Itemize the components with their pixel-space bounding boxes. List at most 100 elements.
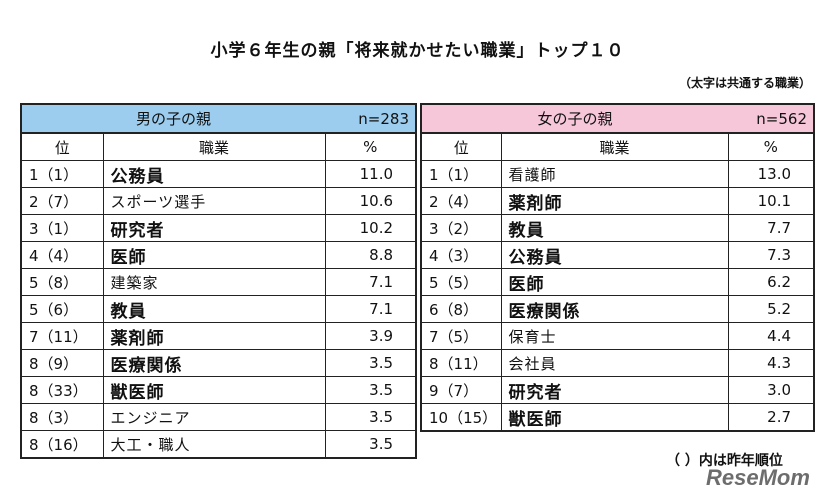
percent-cell: 5.2 xyxy=(727,295,815,323)
girls-table-header: 女の子の親 n=562 xyxy=(419,103,816,134)
percent-cell: 4.3 xyxy=(727,349,815,377)
rank-cell: 8（3） xyxy=(20,403,104,431)
table-row: 2（4） 薬剤師 10.1 xyxy=(420,187,815,215)
table-row: 7（11） 薬剤師 3.9 xyxy=(20,322,417,350)
rank-column-header: 位 xyxy=(20,132,104,161)
boys-table-body: 1（1） 公務員 11.0 2（7） スポーツ選手 10.6 3（1） 研究者 10.2 4（4）… xyxy=(20,160,417,459)
girls-column-headers: 位 職業 % xyxy=(420,132,815,161)
table-row: 5（5） 医師 6.2 xyxy=(420,268,815,296)
percent-cell: 13.0 xyxy=(727,160,815,188)
percent-cell: 3.9 xyxy=(324,322,417,350)
percent-cell: 3.0 xyxy=(727,376,815,404)
rank-column-header: 位 xyxy=(420,132,502,161)
rank-cell: 10（15） xyxy=(420,403,502,432)
rank-cell: 1（1） xyxy=(20,160,104,188)
boys-heading: 男の子の親 xyxy=(19,103,326,134)
table-row: 8（33） 獣医師 3.5 xyxy=(20,376,417,404)
percent-cell: 3.5 xyxy=(324,403,417,431)
percent-cell: 2.7 xyxy=(727,403,815,432)
rank-cell: 8（11） xyxy=(420,349,502,377)
job-cell: 教員 xyxy=(500,214,729,242)
rank-cell: 2（4） xyxy=(420,187,502,215)
table-row: 4（3） 公務員 7.3 xyxy=(420,241,815,269)
table-row: 4（4） 医師 8.8 xyxy=(20,241,417,269)
rank-cell: 5（8） xyxy=(20,268,104,296)
job-cell: 医療関係 xyxy=(500,295,729,323)
percent-cell: 11.0 xyxy=(324,160,417,188)
job-cell: 教員 xyxy=(102,295,326,323)
table-row: 1（1） 公務員 11.0 xyxy=(20,160,417,188)
job-cell: 会社員 xyxy=(500,349,729,377)
girls-sample-size: n=562 xyxy=(728,103,816,134)
job-cell: 獣医師 xyxy=(102,376,326,404)
percent-column-header: % xyxy=(727,132,815,161)
table-row: 2（7） スポーツ選手 10.6 xyxy=(20,187,417,215)
girls-heading: 女の子の親 xyxy=(419,103,729,134)
page-title: 小学６年生の親「将来就かせたい職業」トップ１０ xyxy=(210,41,625,61)
rank-cell: 2（7） xyxy=(20,187,104,215)
girls-ranking-table: 女の子の親 n=562 位 職業 % 1（1） 看護師 13.0 2（4） 薬剤師 10.… xyxy=(419,103,816,432)
percent-cell: 7.1 xyxy=(324,295,417,323)
rank-cell: 5（5） xyxy=(420,268,502,296)
table-row: 8（11） 会社員 4.3 xyxy=(420,349,815,377)
job-cell: 保育士 xyxy=(500,322,729,350)
rank-cell: 4（3） xyxy=(420,241,502,269)
rank-cell: 5（6） xyxy=(20,295,104,323)
rank-cell: 6（8） xyxy=(420,295,502,323)
percent-cell: 3.5 xyxy=(324,349,417,377)
rank-cell: 7（11） xyxy=(20,322,104,350)
job-cell: スポーツ選手 xyxy=(102,187,326,215)
table-row: 7（5） 保育士 4.4 xyxy=(420,322,815,350)
job-cell: 医師 xyxy=(102,241,326,269)
rank-cell: 4（4） xyxy=(20,241,104,269)
job-cell: 大工・職人 xyxy=(102,430,326,459)
job-column-header: 職業 xyxy=(102,132,326,161)
job-cell: 医師 xyxy=(500,268,729,296)
job-cell: 公務員 xyxy=(500,241,729,269)
percent-cell: 10.6 xyxy=(324,187,417,215)
table-row: 3（1） 研究者 10.2 xyxy=(20,214,417,242)
girls-table-body: 1（1） 看護師 13.0 2（4） 薬剤師 10.1 3（2） 教員 7.7 4（3） 公務員 7.… xyxy=(420,160,815,432)
rank-cell: 9（7） xyxy=(420,376,502,404)
percent-cell: 7.7 xyxy=(727,214,815,242)
boys-sample-size: n=283 xyxy=(325,103,418,134)
table-row: 5（6） 教員 7.1 xyxy=(20,295,417,323)
boys-table-header: 男の子の親 n=283 xyxy=(19,103,418,134)
job-cell: エンジニア xyxy=(102,403,326,431)
percent-cell: 3.5 xyxy=(324,376,417,404)
job-cell: 医療関係 xyxy=(102,349,326,377)
job-cell: 看護師 xyxy=(500,160,729,188)
rank-cell: 3（1） xyxy=(20,214,104,242)
rank-cell: 8（9） xyxy=(20,349,104,377)
percent-cell: 10.2 xyxy=(324,214,417,242)
table-row: 5（8） 建築家 7.1 xyxy=(20,268,417,296)
table-row: 8（3） エンジニア 3.5 xyxy=(20,403,417,431)
job-cell: 建築家 xyxy=(102,268,326,296)
percent-cell: 10.1 xyxy=(727,187,815,215)
rank-cell: 1（1） xyxy=(420,160,502,188)
percent-column-header: % xyxy=(324,132,417,161)
table-row: 8（9） 医療関係 3.5 xyxy=(20,349,417,377)
percent-cell: 8.8 xyxy=(324,241,417,269)
rank-cell: 3（2） xyxy=(420,214,502,242)
job-cell: 獣医師 xyxy=(500,403,729,432)
job-cell: 公務員 xyxy=(102,160,326,188)
table-row: 10（15） 獣医師 2.7 xyxy=(420,403,815,432)
footnote: （ ）内は昨年順位 xyxy=(666,453,783,469)
job-cell: 薬剤師 xyxy=(500,187,729,215)
percent-cell: 4.4 xyxy=(727,322,815,350)
resemom-logo: ReseMom xyxy=(706,465,810,490)
percent-cell: 6.2 xyxy=(727,268,815,296)
percent-cell: 3.5 xyxy=(324,430,417,459)
job-cell: 薬剤師 xyxy=(102,322,326,350)
rank-cell: 8（16） xyxy=(20,430,104,459)
percent-cell: 7.3 xyxy=(727,241,815,269)
rank-cell: 8（33） xyxy=(20,376,104,404)
table-row: 3（2） 教員 7.7 xyxy=(420,214,815,242)
boys-column-headers: 位 職業 % xyxy=(20,132,417,161)
job-cell: 研究者 xyxy=(102,214,326,242)
bold-legend-note: （太字は共通する職業） xyxy=(678,76,811,90)
table-row: 1（1） 看護師 13.0 xyxy=(420,160,815,188)
job-column-header: 職業 xyxy=(500,132,729,161)
table-row: 6（8） 医療関係 5.2 xyxy=(420,295,815,323)
